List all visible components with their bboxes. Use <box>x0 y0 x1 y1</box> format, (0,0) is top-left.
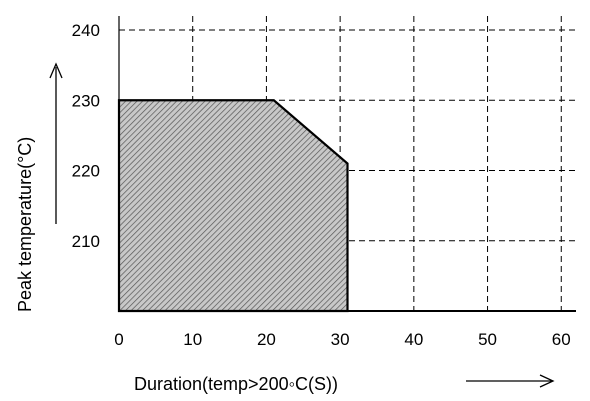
y-tick-label: 210 <box>72 232 100 251</box>
x-tick-labels: 0 10 20 30 40 50 60 <box>114 330 570 349</box>
y-axis-label: Peak temperature(°C) <box>15 137 35 312</box>
y-axis-arrow-head <box>49 62 63 79</box>
x-tick-label: 30 <box>331 330 350 349</box>
axes <box>118 16 576 312</box>
y-tick-label: 220 <box>72 162 100 181</box>
x-axis-arrow-head <box>539 374 555 388</box>
x-axis-label: Duration(temp>200◦C(S)) <box>134 374 338 394</box>
x-tick-label: 60 <box>552 330 571 349</box>
x-tick-label: 10 <box>183 330 202 349</box>
x-tick-label: 50 <box>478 330 497 349</box>
hatched-region-0 <box>117 99 349 313</box>
x-tick-label: 0 <box>114 330 123 349</box>
acceptable-region <box>117 99 349 313</box>
x-tick-label: 20 <box>257 330 276 349</box>
y-tick-label: 240 <box>72 21 100 40</box>
x-tick-label: 40 <box>404 330 423 349</box>
y-tick-labels: 210 220 230 240 <box>72 21 100 251</box>
y-tick-label: 230 <box>72 91 100 110</box>
